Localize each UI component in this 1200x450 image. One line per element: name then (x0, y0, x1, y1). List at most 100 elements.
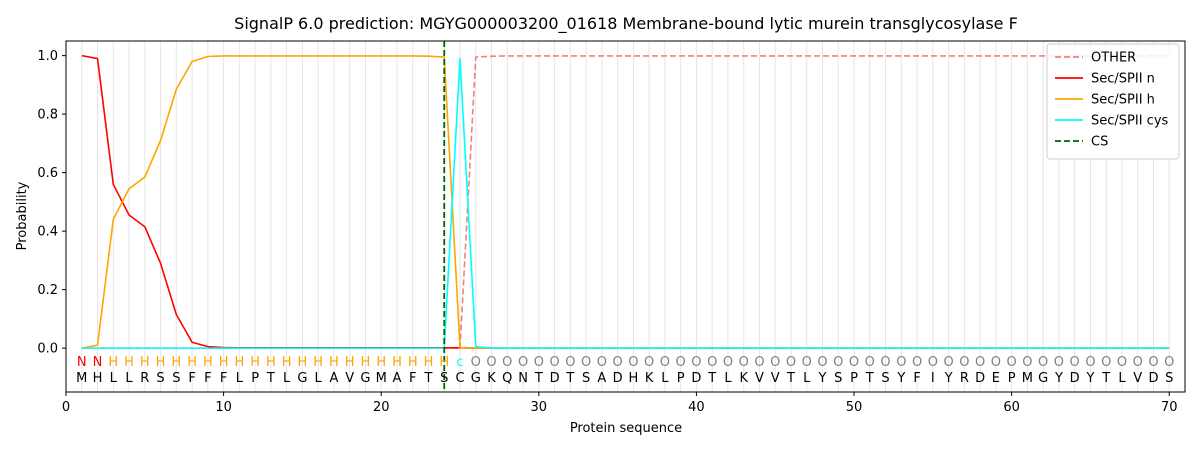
residue-letter: R (140, 371, 149, 386)
region-label: O (865, 355, 875, 370)
residue-letter: L (724, 371, 732, 386)
residue-letter: T (266, 371, 275, 386)
y-tick-label: 1.0 (37, 49, 58, 64)
residue-letter: V (771, 371, 780, 386)
region-label: H (329, 355, 339, 370)
region-label: O (928, 355, 938, 370)
residue-letter: S (156, 371, 164, 386)
residue-letter: T (565, 371, 574, 386)
region-label: O (518, 355, 528, 370)
region-label: H (156, 355, 166, 370)
x-tick-label: 20 (373, 400, 390, 415)
region-label: H (266, 355, 276, 370)
residue-letter: Y (818, 371, 827, 386)
residue-letter: D (975, 371, 985, 386)
residue-letter: N (518, 371, 528, 386)
region-label: O (1022, 355, 1032, 370)
region-label: O (833, 355, 843, 370)
region-label: H (392, 355, 402, 370)
residue-letter: M (76, 371, 87, 386)
legend-label: OTHER (1091, 51, 1136, 66)
residue-letter: F (409, 371, 416, 386)
residue-letter: T (1101, 371, 1110, 386)
region-label: N (77, 355, 87, 370)
legend-label: Sec/SPII n (1091, 72, 1155, 87)
region-label: O (597, 355, 607, 370)
residue-letter: D (613, 371, 623, 386)
residue-letter: S (834, 371, 842, 386)
chart-title: SignalP 6.0 prediction: MGYG000003200_01… (234, 14, 1018, 34)
legend-label: Sec/SPII cys (1091, 114, 1169, 129)
residue-letter: S (582, 371, 590, 386)
residue-letter: K (645, 371, 654, 386)
legend: OTHER Sec/SPII n Sec/SPII h Sec/SPII cys CS (1046, 43, 1180, 160)
residue-letter: L (236, 371, 244, 386)
legend-box (1046, 43, 1180, 160)
series-lines (81, 54, 1170, 349)
region-label: O (754, 355, 764, 370)
region-label: H (282, 355, 292, 370)
region-label: O (912, 355, 922, 370)
region-label: H (140, 355, 150, 370)
residue-letter: M (1022, 371, 1033, 386)
region-label: H (108, 355, 118, 370)
region-label: O (613, 355, 623, 370)
region-label: O (739, 355, 749, 370)
residue-letter: G (1038, 371, 1048, 386)
region-label: H (298, 355, 308, 370)
residue-letter: L (803, 371, 811, 386)
residue-letter: Q (502, 371, 512, 386)
region-label: O (471, 355, 481, 370)
y-axis-title: Probability (15, 181, 30, 250)
y-tick-label: 0.6 (37, 166, 58, 181)
residue-letter: L (283, 371, 291, 386)
region-label: H (376, 355, 386, 370)
residue-letter: T (707, 371, 716, 386)
residue-letter: I (931, 371, 935, 386)
residue-letter: P (677, 371, 685, 386)
y-tick-label: 0.0 (37, 342, 58, 357)
residue-letter: G (297, 371, 307, 386)
residue-letter: F (913, 371, 920, 386)
region-label: O (644, 355, 654, 370)
residue-letter: Y (1054, 371, 1063, 386)
residue-letter: H (93, 371, 103, 386)
y-axis: 0.0 0.2 0.4 0.6 0.8 1.0 (37, 49, 66, 357)
region-label: H (361, 355, 371, 370)
region-label: O (991, 355, 1001, 370)
region-label: O (660, 355, 670, 370)
region-label: H (124, 355, 134, 370)
residue-letter: P (1008, 371, 1016, 386)
region-label: O (1054, 355, 1064, 370)
region-label: H (345, 355, 355, 370)
region-label: O (565, 355, 575, 370)
region-label: O (1148, 355, 1158, 370)
residue-letter: D (1148, 371, 1158, 386)
residue-letter: L (315, 371, 323, 386)
region-label: O (549, 355, 559, 370)
series-line-sec-spii-h (81, 55, 1170, 349)
residue-letter: T (534, 371, 543, 386)
residue-letter: P (850, 371, 858, 386)
residue-letter: L (125, 371, 133, 386)
residue-letter: K (487, 371, 496, 386)
x-tick-label: 10 (215, 400, 232, 415)
region-label: O (1133, 355, 1143, 370)
residue-letter: L (1118, 371, 1126, 386)
legend-label: CS (1091, 135, 1108, 150)
residue-letter: G (471, 371, 481, 386)
residue-letter: L (661, 371, 669, 386)
region-label: H (424, 355, 434, 370)
residue-letter: E (992, 371, 1000, 386)
region-label: H (313, 355, 323, 370)
region-label: O (849, 355, 859, 370)
residue-letter: D (550, 371, 560, 386)
x-tick-label: 40 (688, 400, 705, 415)
region-label: H (187, 355, 197, 370)
residue-letter: G (360, 371, 370, 386)
region-label: O (1070, 355, 1080, 370)
residue-letter: C (455, 371, 464, 386)
region-label: O (817, 355, 827, 370)
